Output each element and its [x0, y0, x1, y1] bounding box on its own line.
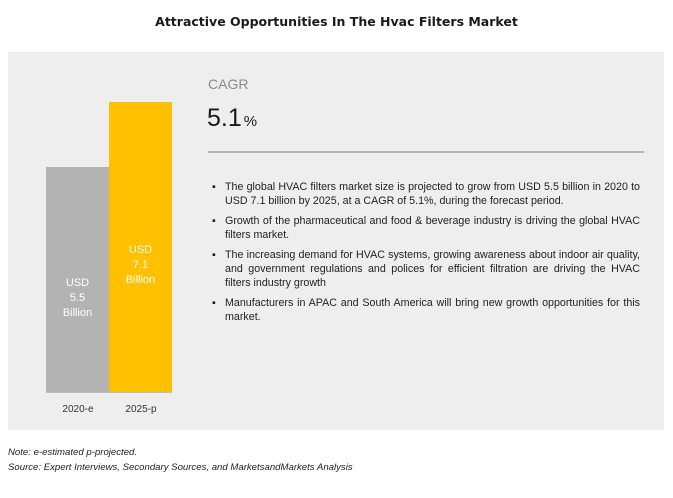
bar-value-line: USD [128, 244, 153, 256]
cagr-number: 5.1 [207, 104, 242, 132]
cagr-value: 5.1% [207, 104, 257, 133]
bullet-icon: ▪ [212, 215, 216, 227]
bullet-icon: ▪ [212, 297, 216, 309]
bullet-text: Manufacturers in APAC and South America … [225, 297, 640, 323]
bullet-text: The increasing demand for HVAC systems, … [225, 249, 640, 289]
bar-value-line: Billion [62, 306, 93, 319]
cagr-label: CAGR [208, 76, 249, 92]
bar-value-line: 7.1 [132, 259, 149, 271]
divider [208, 151, 644, 153]
x-tick-label: 2020-e [62, 404, 94, 415]
bar-2025-p: USD 7.1 Billion [109, 102, 172, 392]
bullet-icon: ▪ [212, 249, 216, 261]
source-note: Source: Expert Interviews, Secondary Sou… [8, 462, 353, 473]
bullet-text: The global HVAC filters market size is p… [225, 181, 640, 207]
infographic-panel: USD 5.5 Billion 2020-e USD 7.1 Billion 2025-p C… [8, 52, 664, 430]
bar-2020-e: USD 5.5 Billion [46, 167, 109, 392]
bullet-item: ▪ The increasing demand for HVAC systems,… [212, 248, 640, 290]
bullet-list: ▪ The global HVAC filters market size is … [212, 180, 640, 330]
bar-value-line: USD [65, 276, 90, 289]
bullet-item: ▪ The global HVAC filters market size is … [212, 180, 640, 208]
cagr-unit: % [243, 113, 258, 130]
bar-value-line: 5.5 [69, 291, 86, 304]
bullet-icon: ▪ [212, 181, 216, 193]
bullet-text: Growth of the pharmaceutical and food & … [225, 215, 640, 241]
bar-value-label: USD 5.5 Billion [46, 276, 109, 321]
footnote: Note: e-estimated p-projected. [8, 447, 138, 458]
chart-baseline [46, 392, 172, 393]
bullet-item: ▪ Manufacturers in APAC and South America… [212, 296, 640, 324]
bar-value-line: Billion [125, 274, 156, 286]
bar-value-label: USD 7.1 Billion [109, 243, 172, 288]
x-tick-label: 2025-p [125, 404, 157, 415]
page-title: Attractive Opportunities In The Hvac Fil… [155, 14, 518, 29]
bullet-item: ▪ Growth of the pharmaceutical and food &… [212, 214, 640, 242]
